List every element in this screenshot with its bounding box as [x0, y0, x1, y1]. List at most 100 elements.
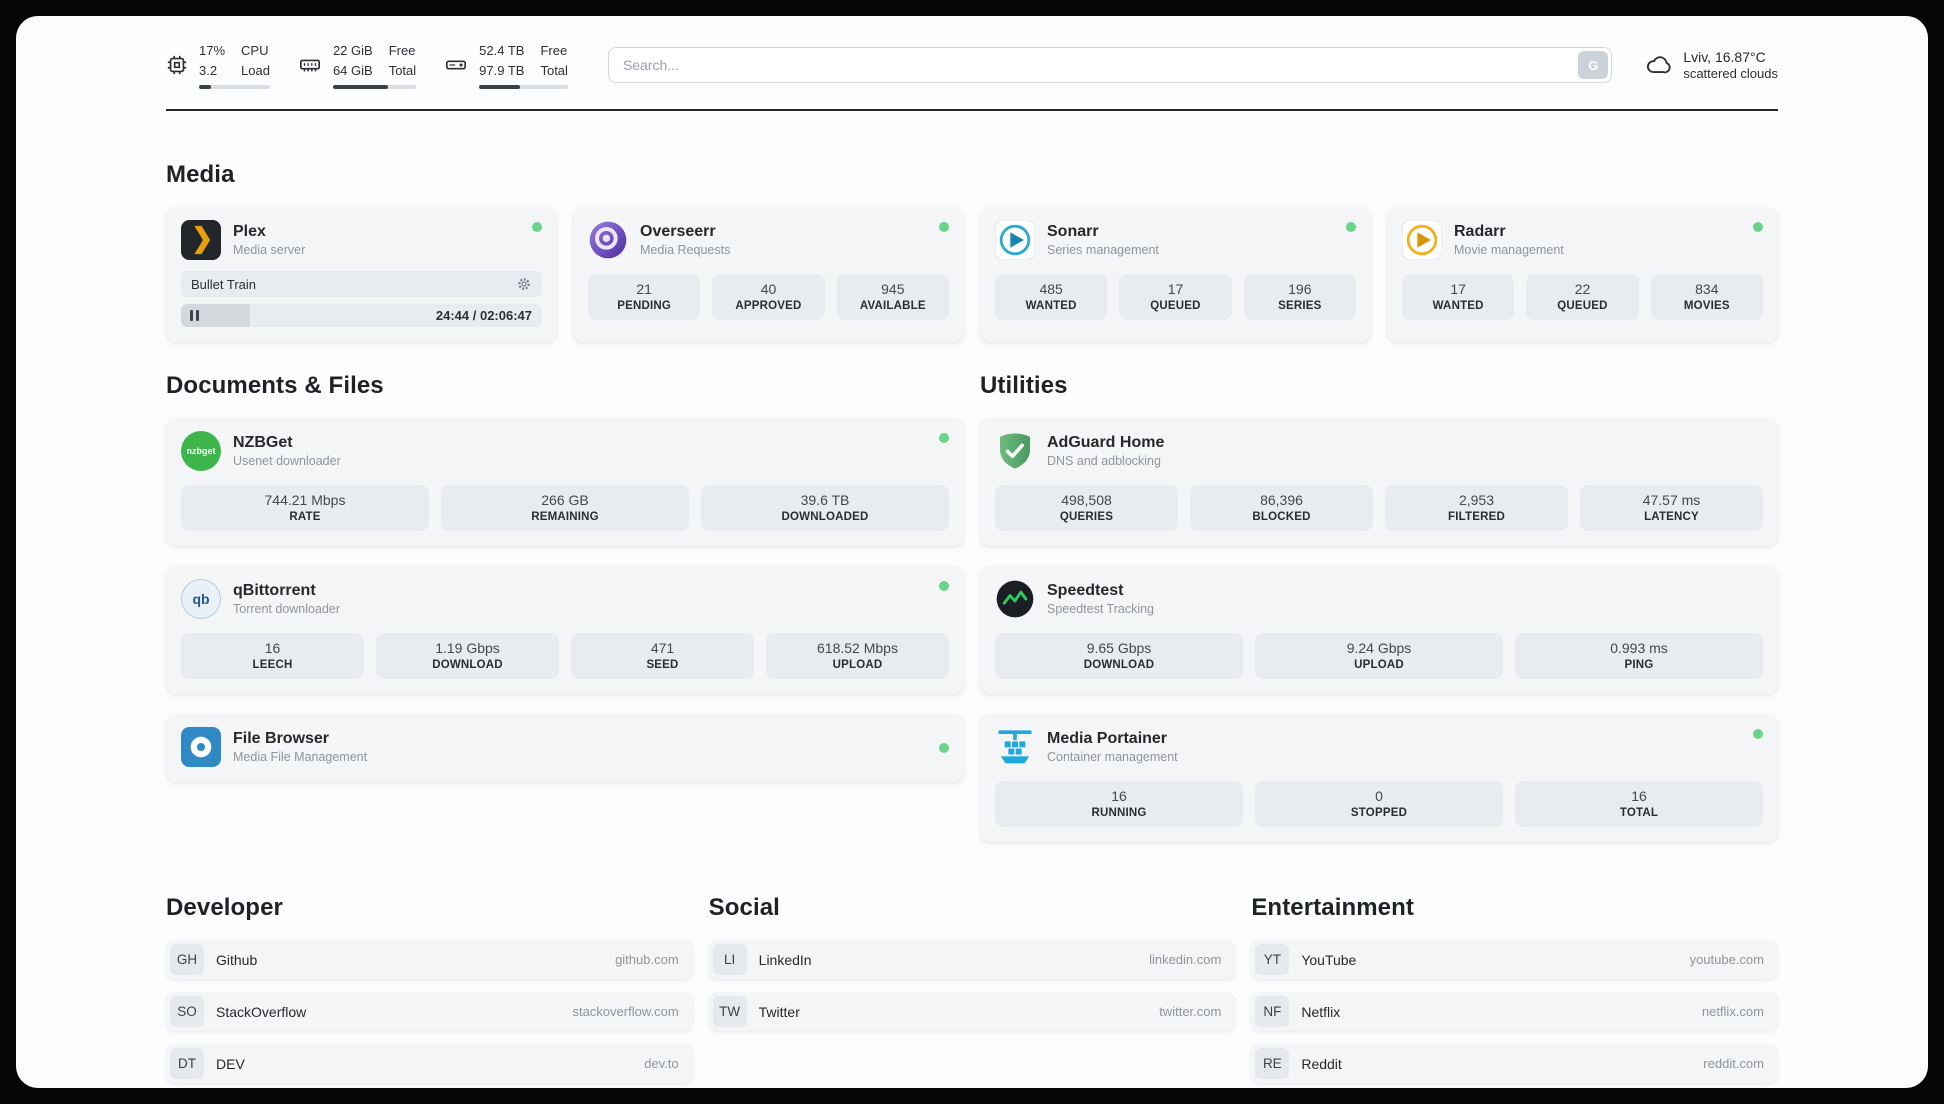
status-online-dot [939, 743, 949, 753]
app-card-adguard[interactable]: AdGuard Home DNS and adblocking 498,508 … [980, 418, 1778, 546]
app-name: Plex [233, 223, 266, 240]
bookmark-abbr: SO [170, 996, 204, 1027]
stat-value: 47.57 ms [1642, 492, 1701, 508]
app-card-plex[interactable]: Plex Media server Bullet Train [166, 207, 557, 342]
app-card-filebrowser[interactable]: File Browser Media File Management [166, 714, 964, 782]
stat-label: UPLOAD [1354, 659, 1404, 671]
stat-running: 16 RUNNING [995, 781, 1243, 827]
app-name: Media Portainer [1047, 730, 1168, 747]
stat-stopped: 0 STOPPED [1255, 781, 1503, 827]
bookmark-youtube[interactable]: YT YouTube youtube.com [1251, 940, 1778, 979]
status-online-dot [532, 222, 542, 232]
stat-label: REMAINING [531, 511, 599, 523]
plex-icon [181, 220, 221, 260]
stat-value: 21 [636, 281, 652, 297]
stat-rate: 744.21 Mbps RATE [181, 485, 429, 531]
bookmark-stackoverflow[interactable]: SO StackOverflow stackoverflow.com [166, 992, 693, 1031]
stat-value: 945 [881, 281, 905, 297]
bookmark-abbr: NF [1255, 996, 1290, 1027]
sonarr-icon [995, 220, 1035, 260]
stat-queued: 22 QUEUED [1526, 274, 1639, 320]
stat-label: RUNNING [1091, 807, 1147, 819]
disk-icon [444, 54, 468, 76]
bookmark-abbr: LI [712, 944, 747, 975]
nzbget-icon-text: nzbget [186, 446, 216, 456]
search-input[interactable] [607, 47, 1613, 83]
bookmark-url: linkedin.com [1149, 952, 1222, 967]
stat-wanted: 485 WANTED [995, 274, 1108, 320]
bookmark-reddit[interactable]: RE Reddit reddit.com [1251, 1044, 1778, 1083]
stat-label: LATENCY [1644, 511, 1699, 523]
cpu-widget: 17% 3.2 CPU Load [166, 41, 270, 89]
stat-value: 86,396 [1260, 492, 1303, 508]
gear-icon[interactable] [516, 276, 532, 292]
ram-free-label: Free [388, 43, 416, 58]
top-bar: 17% 3.2 CPU Load [166, 41, 1778, 89]
app-name: AdGuard Home [1047, 434, 1165, 451]
app-card-qbittorrent[interactable]: qb qBittorrent Torrent downloader 16 LEE… [166, 566, 964, 694]
app-card-portainer[interactable]: Media Portainer Container management 16 … [980, 714, 1778, 842]
bookmark-github[interactable]: GH Github github.com [166, 940, 693, 979]
weather-widget: Lviv, 16.87°C scattered clouds [1642, 49, 1778, 81]
bookmark-linkedin[interactable]: LI LinkedIn linkedin.com [708, 940, 1236, 979]
stat-value: 834 [1695, 281, 1719, 297]
stat-pending: 21 PENDING [588, 274, 701, 320]
app-card-nzbget[interactable]: nzbget NZBGet Usenet downloader 744.21 M… [166, 418, 964, 546]
app-subtitle: Series management [1047, 243, 1159, 257]
bookmark-netflix[interactable]: NF Netflix netflix.com [1251, 992, 1778, 1031]
bookmark-twitter[interactable]: TW Twitter twitter.com [708, 992, 1236, 1031]
developer-section-title: Developer [166, 894, 283, 921]
status-online-dot [939, 581, 949, 591]
stat-value: 618.52 Mbps [817, 640, 898, 656]
bookmark-dev[interactable]: DT DEV dev.to [166, 1044, 693, 1083]
bookmark-name: Netflix [1301, 1003, 1341, 1020]
bookmark-name: LinkedIn [758, 951, 812, 968]
status-online-dot [1753, 222, 1763, 232]
stat-upload: 9.24 Gbps UPLOAD [1255, 633, 1503, 679]
stat-value: 744.21 Mbps [264, 492, 346, 508]
app-name: qBittorrent [233, 582, 316, 599]
status-online-dot [1346, 222, 1356, 232]
app-name: Sonarr [1047, 223, 1099, 240]
stat-label: PING [1624, 659, 1654, 671]
bookmark-name: YouTube [1301, 951, 1357, 968]
stat-value: 498,508 [1061, 492, 1112, 508]
stat-label: BLOCKED [1252, 511, 1311, 523]
radarr-icon [1402, 220, 1442, 260]
stat-value: 17 [1450, 281, 1466, 297]
bookmark-name: Twitter [758, 1003, 800, 1020]
app-name: Overseerr [640, 223, 716, 240]
app-subtitle: Media Requests [640, 243, 731, 257]
app-card-sonarr[interactable]: Sonarr Series management 485 WANTED 17 Q… [980, 207, 1371, 342]
cloud-icon [1642, 52, 1672, 78]
app-name: File Browser [233, 730, 330, 747]
disk-free-label: Free [540, 43, 568, 58]
stat-value: 9.24 Gbps [1346, 640, 1412, 656]
speedtest-icon [995, 579, 1035, 619]
bookmark-url: netflix.com [1701, 1004, 1764, 1019]
app-card-speedtest[interactable]: Speedtest Speedtest Tracking 9.65 Gbps D… [980, 566, 1778, 694]
pause-icon[interactable] [190, 310, 199, 321]
bookmark-url: youtube.com [1689, 952, 1764, 967]
bookmark-abbr: TW [712, 996, 747, 1027]
cpu-usage-value: 17% [199, 43, 226, 58]
section-utilities: Utilities [980, 372, 1778, 842]
stat-value: 40 [760, 281, 777, 297]
ram-icon [298, 54, 322, 76]
disk-total-value: 97.9 TB [479, 62, 525, 78]
stat-value: 2,953 [1458, 492, 1495, 508]
stat-label: DOWNLOAD [1083, 659, 1155, 671]
stat-label: QUERIES [1059, 511, 1114, 523]
stat-value: 471 [650, 640, 675, 656]
app-card-radarr[interactable]: Radarr Movie management 17 WANTED 22 QUE… [1387, 207, 1778, 342]
stat-upload: 618.52 Mbps UPLOAD [766, 633, 949, 679]
search-engine-button[interactable]: G [1578, 51, 1609, 79]
cpu-progress-bar [199, 85, 270, 89]
adguard-icon [995, 431, 1035, 471]
app-card-overseerr[interactable]: Overseerr Media Requests 21 PENDING 40 A… [573, 207, 964, 342]
app-subtitle: DNS and adblocking [1047, 454, 1161, 468]
disk-progress-bar [479, 85, 568, 89]
section-documents: Documents & Files nzbget NZBGet Usenet d… [166, 372, 964, 842]
stat-label: DOWNLOAD [432, 659, 503, 671]
bookmark-name: Reddit [1301, 1055, 1342, 1072]
